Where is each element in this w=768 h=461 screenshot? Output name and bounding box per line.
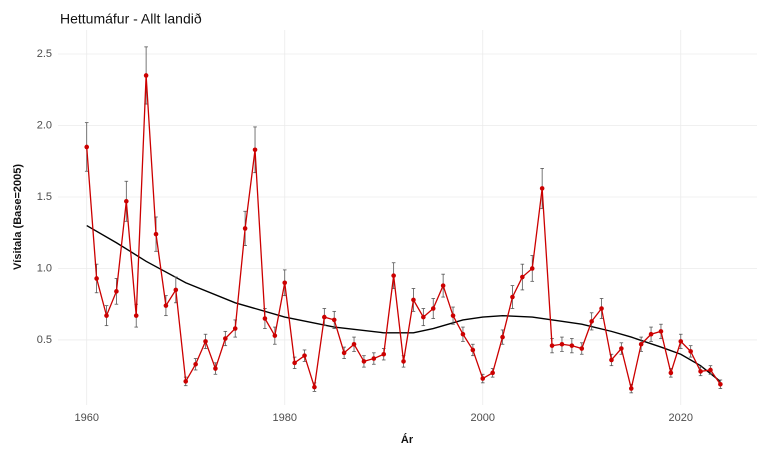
data-point (173, 287, 179, 293)
x-axis-label: Ár (401, 433, 414, 446)
data-point (153, 231, 159, 237)
data-point (203, 339, 208, 344)
data-point (539, 186, 545, 191)
trend-line (86, 224, 721, 382)
y-tick-label: 2.0 (37, 119, 52, 131)
data-point (698, 369, 703, 374)
data-point (599, 306, 604, 311)
y-axis-label: Vísitala (Base=2005) (12, 164, 24, 270)
data-point (242, 226, 248, 231)
data-point (351, 341, 357, 347)
data-point (331, 317, 337, 323)
data-point (124, 198, 129, 204)
data-point (104, 313, 109, 318)
data-point (262, 316, 268, 321)
data-point (391, 273, 396, 278)
data-point (282, 280, 288, 286)
data-point (579, 346, 585, 351)
data-point (430, 306, 436, 311)
data-point (678, 339, 684, 344)
data-point (569, 343, 575, 348)
data-line (86, 75, 721, 389)
data-point (450, 313, 456, 318)
data-point (658, 329, 664, 334)
chart-title: Hettumáfur - Allt landið (60, 11, 202, 27)
data-point (708, 367, 713, 373)
data-point (183, 379, 189, 384)
data-point (470, 347, 476, 353)
data-point (490, 370, 495, 376)
data-point (411, 297, 416, 303)
data-point (549, 343, 555, 348)
x-tick-label: 2000 (471, 412, 495, 424)
data-point (401, 359, 406, 364)
data-point (529, 266, 535, 271)
data-point (371, 356, 377, 361)
data-point (94, 276, 99, 281)
data-point (421, 314, 426, 320)
data-point (133, 313, 139, 318)
x-tick-label: 2020 (669, 412, 693, 424)
x-tick-label: 1980 (272, 412, 296, 424)
data-point (322, 314, 327, 320)
data-point (460, 331, 466, 337)
data-point (609, 357, 614, 363)
data-point (628, 386, 634, 391)
data-point (163, 303, 169, 308)
data-point (341, 350, 347, 356)
data-point (312, 384, 317, 390)
y-tick-label: 1.0 (37, 262, 52, 274)
data-point (361, 359, 367, 364)
data-point (302, 353, 307, 358)
data-point (668, 370, 674, 376)
data-point (520, 274, 525, 280)
data-point (688, 349, 693, 354)
data-point (213, 366, 218, 371)
y-tick-label: 0.5 (37, 334, 52, 346)
y-tick-label: 2.5 (37, 48, 52, 60)
data-point (381, 351, 387, 357)
y-tick-label: 1.5 (37, 191, 52, 203)
data-point (292, 360, 297, 366)
data-point (223, 336, 228, 341)
data-point (232, 326, 238, 331)
data-point (589, 319, 594, 324)
data-point (510, 294, 515, 300)
x-tick-label: 1960 (74, 412, 98, 424)
data-point (559, 341, 565, 347)
data-point (718, 381, 723, 387)
data-point (143, 73, 149, 78)
data-point (440, 283, 446, 288)
data-point (252, 147, 258, 153)
data-point (480, 376, 486, 381)
data-point (619, 346, 624, 351)
data-point (272, 333, 278, 338)
data-point (84, 144, 90, 150)
data-point (638, 341, 644, 347)
data-point (648, 331, 654, 337)
data-point (500, 334, 505, 340)
data-point (193, 361, 198, 367)
data-point (114, 289, 119, 294)
